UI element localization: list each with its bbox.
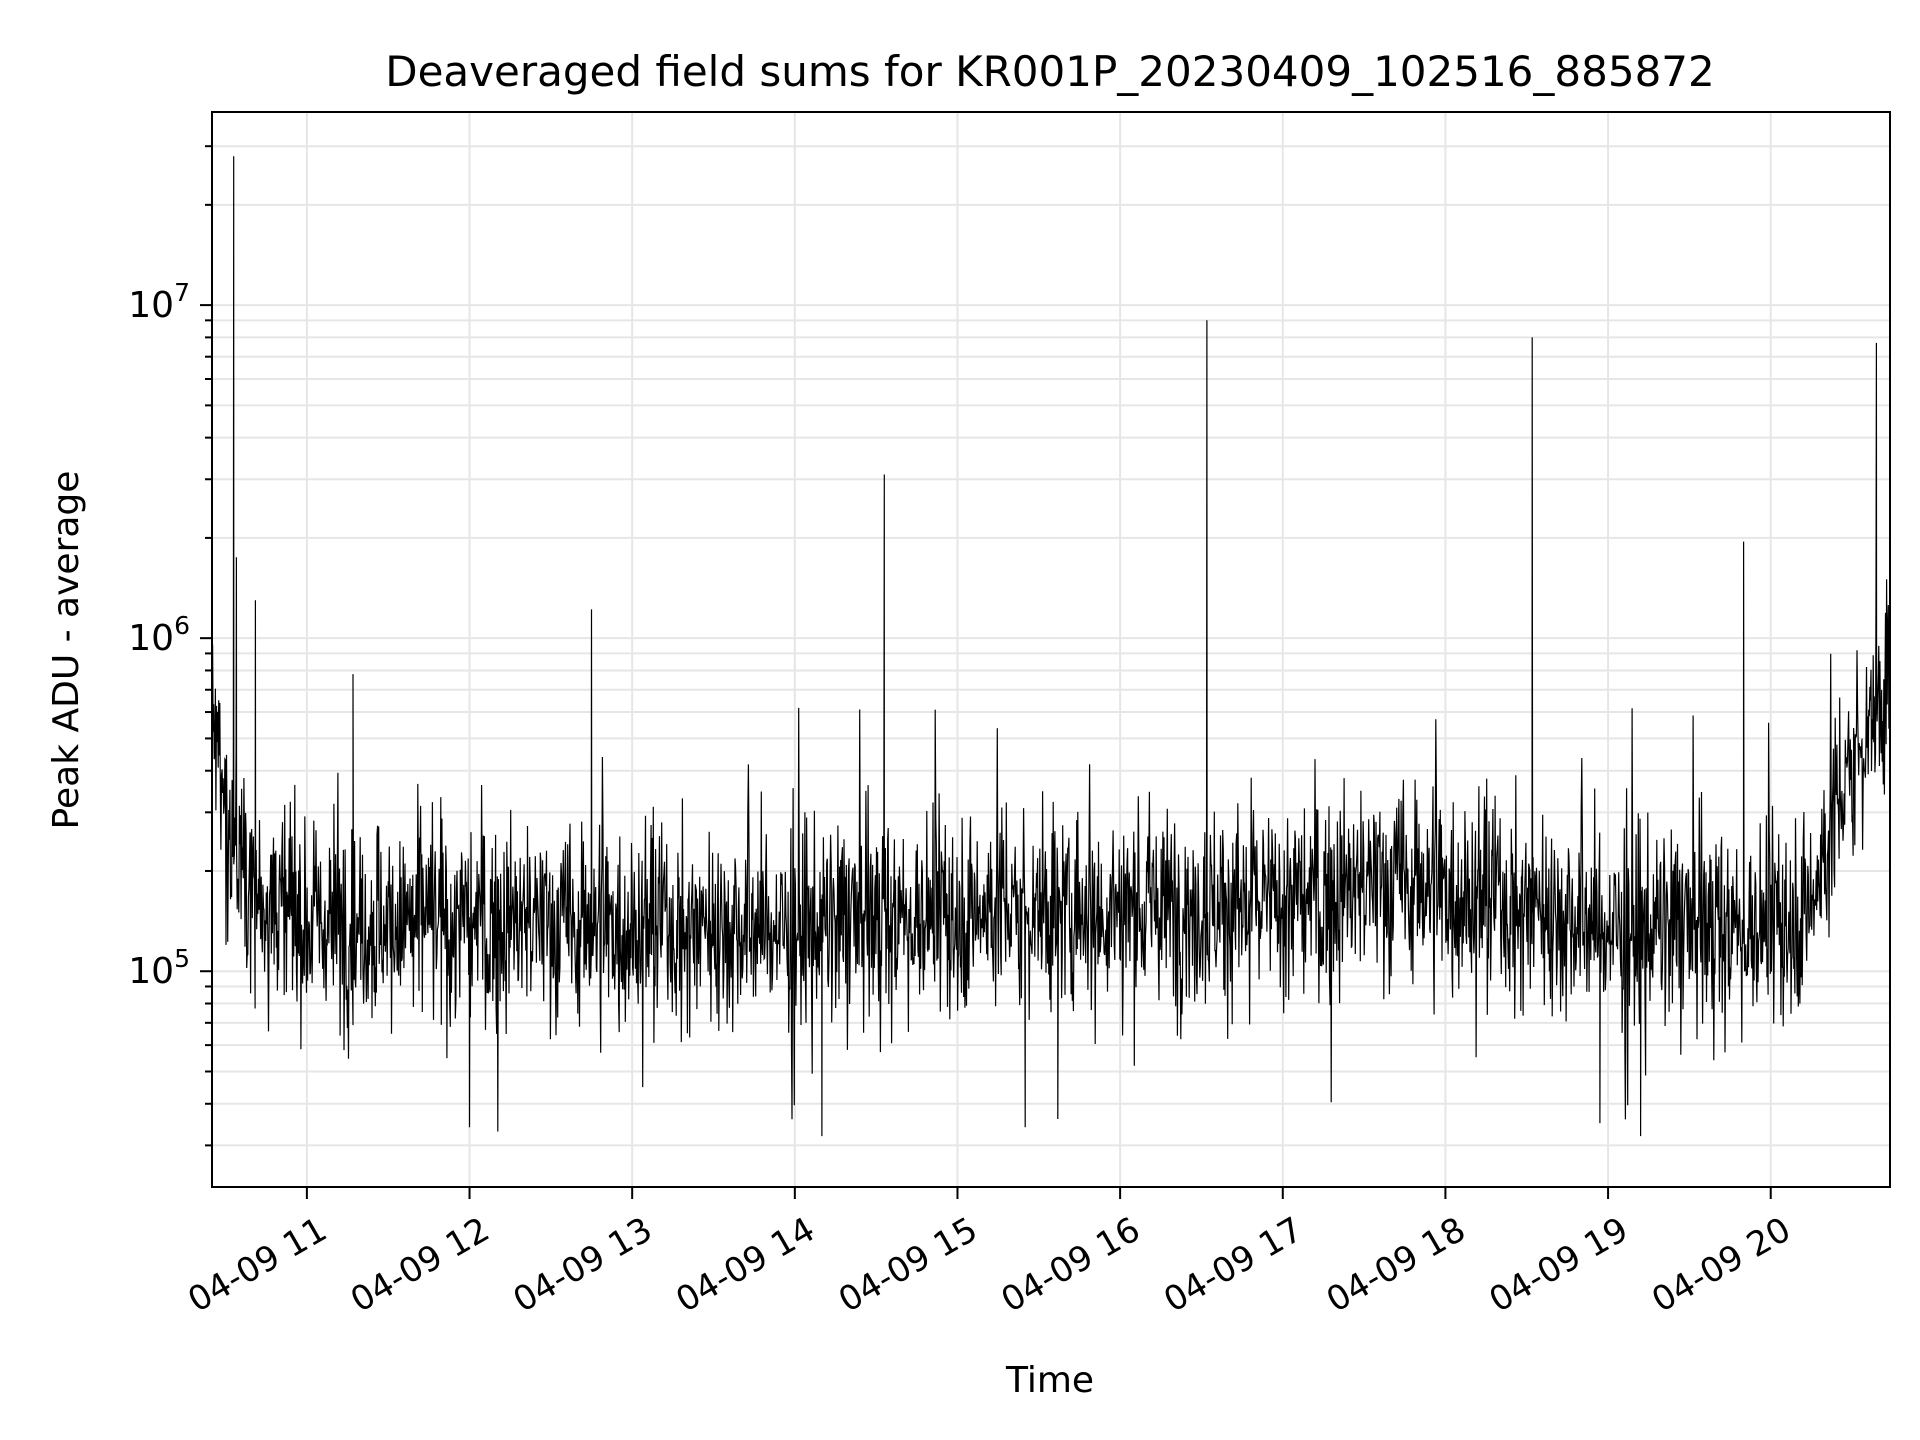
series-line [211, 156, 1891, 1137]
y-tick-label: 107 [128, 278, 190, 326]
y-tick-label: 106 [128, 611, 190, 659]
x-axis-label: Time [1005, 1360, 1094, 1401]
y-tick-label: 105 [128, 944, 190, 992]
chart-title: Deaveraged field sums for KR001P_2023040… [385, 47, 1715, 96]
y-axis-label: Peak ADU - average [46, 471, 87, 830]
plot-frame [211, 111, 1891, 1188]
y-axis: 105 106 107 [128, 145, 212, 1147]
